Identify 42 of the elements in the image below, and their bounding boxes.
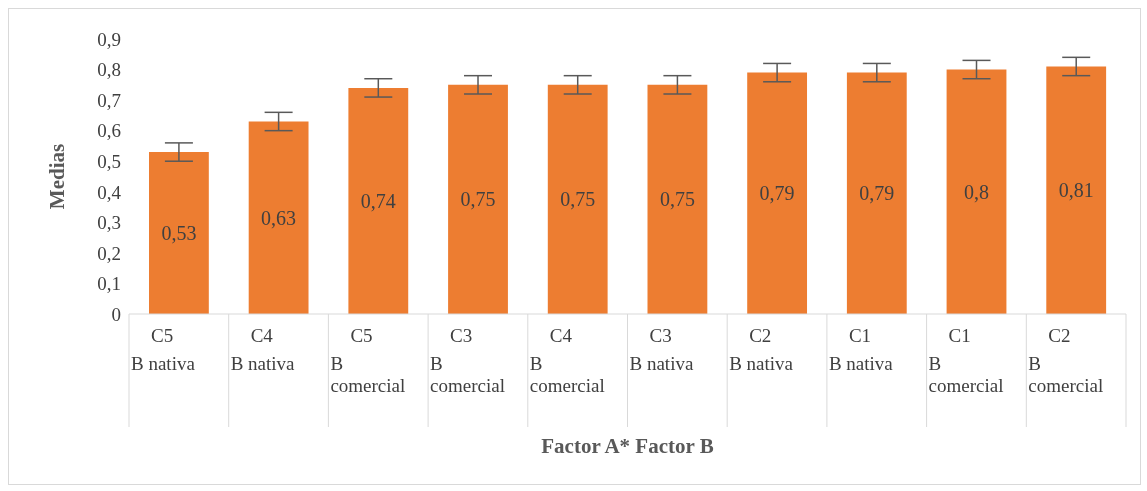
y-axis-title: Medias — [45, 143, 70, 210]
x-tick-label: C4 B nativa — [230, 325, 296, 374]
x-tick-label: C4 B comercial — [529, 325, 605, 396]
x-tick-label: C1 B comercial — [928, 325, 1004, 396]
bar — [647, 84, 708, 314]
data-label: 0,74 — [360, 189, 396, 212]
y-tick-label: 0,2 — [97, 242, 121, 264]
x-tick-label: C5 B nativa — [131, 325, 196, 374]
data-label: 0,75 — [659, 188, 695, 211]
data-label: 0,81 — [1058, 179, 1094, 202]
x-tick-label: C5 B comercial — [330, 325, 406, 396]
y-tick-label: 0,5 — [97, 150, 121, 172]
y-tick-label: 0,3 — [97, 212, 121, 234]
y-tick-label: 0,6 — [97, 120, 121, 142]
data-label: 0,75 — [460, 188, 496, 211]
y-tick-label: 0,9 — [97, 28, 121, 50]
bar — [946, 69, 1007, 314]
x-tick-label: C2 B nativa — [729, 325, 794, 374]
data-label: 0,79 — [759, 182, 795, 205]
data-label: 0,8 — [964, 180, 990, 203]
bar — [149, 152, 209, 314]
bar — [348, 87, 409, 314]
x-tick-label: C2 B comercial — [1028, 325, 1104, 396]
y-tick-label: 0,1 — [97, 273, 121, 295]
bar — [747, 72, 808, 314]
y-tick-label: 0,7 — [97, 89, 121, 111]
data-label: 0,75 — [560, 188, 596, 211]
x-tick-label: C3 B comercial — [430, 325, 506, 396]
bar — [547, 84, 608, 314]
y-tick-label: 0,4 — [97, 181, 122, 203]
x-tick-label: C3 B nativa — [629, 325, 694, 374]
bar — [1046, 66, 1107, 314]
y-tick-label: 0,8 — [97, 59, 121, 81]
x-axis-title: Factor A* Factor B — [540, 434, 715, 459]
bar — [248, 121, 309, 314]
x-tick-label: C1 B nativa — [828, 325, 894, 374]
data-label: 0,63 — [261, 206, 297, 229]
y-tick-label: 0 — [111, 303, 121, 325]
bar — [846, 72, 907, 314]
bar — [448, 84, 508, 314]
data-label: 0,53 — [161, 222, 197, 245]
data-label: 0,79 — [859, 182, 895, 205]
